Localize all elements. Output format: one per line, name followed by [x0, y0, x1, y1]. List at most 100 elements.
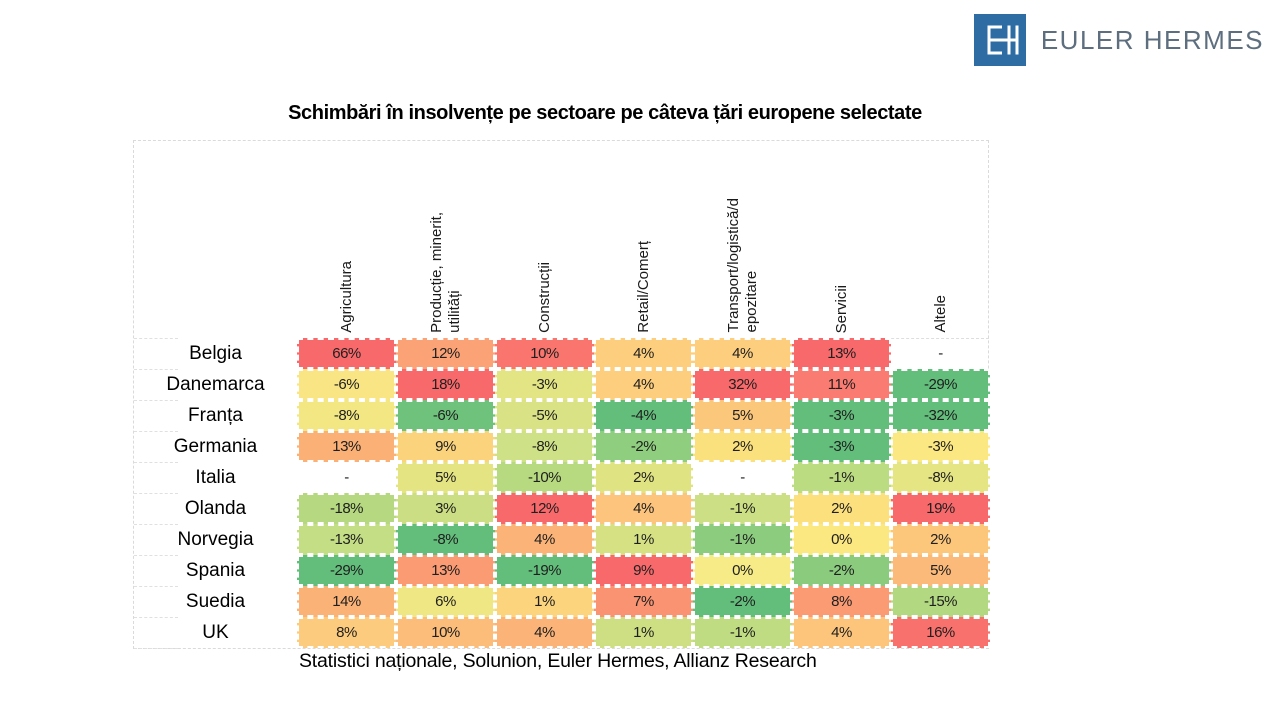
- column-header: Transport/logistică/d epozitare: [693, 141, 792, 338]
- heatmap-cell: 10%: [396, 617, 495, 648]
- column-header: Retail/Comerț: [594, 141, 693, 338]
- heatmap-cell: -2%: [693, 586, 792, 617]
- row-label: Spania: [185, 560, 246, 581]
- row-gridline-stub: [134, 648, 178, 649]
- heatmap-cell: 2%: [693, 431, 792, 462]
- column-header-label: Servicii: [832, 284, 850, 333]
- heatmap-cell: 2%: [792, 493, 891, 524]
- row-gridline-stub: [134, 617, 178, 618]
- column-header: Agricultura: [297, 141, 396, 338]
- row-label: Germania: [173, 436, 258, 457]
- heatmap-cell: 11%: [792, 369, 891, 400]
- column-header-label: Producție, minerit, utilități: [427, 212, 463, 333]
- row-gridline-stub: [134, 462, 178, 463]
- row-label: Suedia: [185, 591, 246, 612]
- heatmap-cell: -1%: [693, 493, 792, 524]
- heatmap-cell: 66%: [297, 338, 396, 369]
- heatmap-cell: 5%: [693, 400, 792, 431]
- heatmap-cell: -10%: [495, 462, 594, 493]
- heatmap-cell: 19%: [891, 493, 990, 524]
- row-label: UK: [202, 622, 229, 643]
- heatmap-cell: -2%: [792, 555, 891, 586]
- column-header-label: Transport/logistică/d epozitare: [724, 198, 760, 333]
- heatmap-cell: -: [344, 469, 349, 486]
- row-gridline-stub: [134, 400, 178, 401]
- heatmap-cell: -1%: [792, 462, 891, 493]
- row-gridline-stub: [134, 493, 178, 494]
- heatmap-cell: 13%: [792, 338, 891, 369]
- heatmap-cell: 0%: [792, 524, 891, 555]
- heatmap-cell: 4%: [594, 338, 693, 369]
- row-gridline-stub: [134, 586, 178, 587]
- heatmap-cell: 18%: [396, 369, 495, 400]
- heatmap-cell: 4%: [495, 524, 594, 555]
- heatmap-cell: 8%: [792, 586, 891, 617]
- heatmap-cell: 12%: [396, 338, 495, 369]
- heatmap-cell: 4%: [594, 369, 693, 400]
- heatmap-cell: 14%: [297, 586, 396, 617]
- row-label: Belgia: [189, 343, 242, 364]
- source-note: Statistici naționale, Solunion, Euler He…: [299, 650, 817, 672]
- row-gridline-stub: [134, 431, 178, 432]
- heatmap-cell: 2%: [594, 462, 693, 493]
- heatmap-cell: 16%: [891, 617, 990, 648]
- heatmap-cell: 5%: [891, 555, 990, 586]
- heatmap-grid: 66% 12% 10% 4% 4% 13% - -6% 18% -3% 4% 32% 11% -29% -8…: [297, 338, 990, 648]
- heatmap-cell: -18%: [297, 493, 396, 524]
- column-header-label: Construcții: [535, 262, 553, 333]
- heatmap-cell: -8%: [495, 431, 594, 462]
- heatmap-cell: 4%: [594, 493, 693, 524]
- heatmap-cell: -29%: [891, 369, 990, 400]
- heatmap-cell: -29%: [297, 555, 396, 586]
- row-label: Franța: [188, 405, 243, 426]
- eh-logo-wordmark: EULER HERMES: [1040, 24, 1264, 55]
- heatmap-cell: 12%: [495, 493, 594, 524]
- column-header: Altele: [891, 141, 990, 338]
- heatmap-cell: -8%: [891, 462, 990, 493]
- column-header-label: Retail/Comerț: [634, 241, 652, 333]
- euler-hermes-logo: EULER HERMES: [973, 14, 1264, 66]
- heatmap-cell: -6%: [396, 400, 495, 431]
- heatmap-cell: 8%: [297, 617, 396, 648]
- heatmap-cell: 13%: [297, 431, 396, 462]
- heatmap-cell: 9%: [594, 555, 693, 586]
- row-label: Olanda: [184, 498, 247, 519]
- heatmap-cell: -3%: [891, 431, 990, 462]
- row-label: Danemarca: [166, 374, 265, 395]
- row-gridline-stub: [134, 524, 178, 525]
- chart-title: Schimbări în insolvențe pe sectoare pe c…: [288, 102, 922, 124]
- heatmap-cell: 1%: [594, 524, 693, 555]
- heatmap-cell: -3%: [792, 431, 891, 462]
- heatmap-cell: -: [740, 469, 745, 486]
- column-header: Producție, minerit, utilități: [396, 141, 495, 338]
- heatmap-cell: 9%: [396, 431, 495, 462]
- heatmap-cell: -1%: [693, 524, 792, 555]
- heatmap-cell: 3%: [396, 493, 495, 524]
- heatmap-cell: -: [938, 345, 943, 362]
- column-header: Construcții: [495, 141, 594, 338]
- heatmap-cell: -13%: [297, 524, 396, 555]
- heatmap-cell: 1%: [594, 617, 693, 648]
- row-labels: Belgia Danemarca Franța Germania Italia Oland…: [134, 338, 297, 648]
- heatmap-cell: 4%: [495, 617, 594, 648]
- column-header: Servicii: [792, 141, 891, 338]
- heatmap-cell: -2%: [594, 431, 693, 462]
- heatmap-cell: -15%: [891, 586, 990, 617]
- column-header-label: Altele: [931, 295, 949, 333]
- heatmap-cell: 13%: [396, 555, 495, 586]
- heatmap-cell: 10%: [495, 338, 594, 369]
- row-gridline-stub: [134, 369, 178, 370]
- heatmap-cell: -8%: [396, 524, 495, 555]
- insolvency-heatmap: Agricultura Producție, minerit, utilități…: [133, 140, 990, 649]
- heatmap-cell: -3%: [495, 369, 594, 400]
- heatmap-cell: 2%: [891, 524, 990, 555]
- heatmap-cell: -6%: [297, 369, 396, 400]
- heatmap-cell: 7%: [594, 586, 693, 617]
- heatmap-cell: 1%: [495, 586, 594, 617]
- row-label: Italia: [195, 467, 236, 488]
- column-headers: Agricultura Producție, minerit, utilități…: [297, 141, 990, 338]
- heatmap-cell: 4%: [693, 338, 792, 369]
- heatmap-cell: -5%: [495, 400, 594, 431]
- row-gridline-stub: [134, 555, 178, 556]
